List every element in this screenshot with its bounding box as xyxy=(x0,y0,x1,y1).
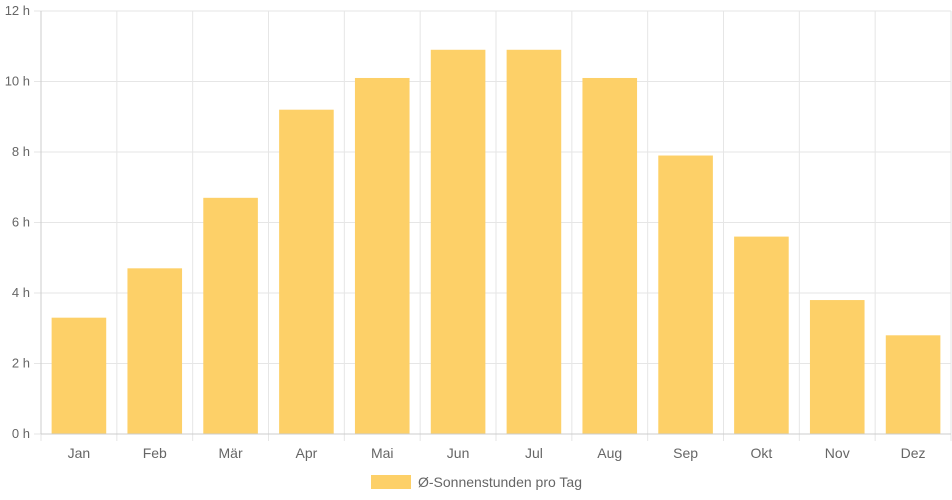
bar-feb[interactable] xyxy=(127,268,183,434)
x-axis-ticks: Jan Feb Mär Apr Mai Jun Jul Aug Sep Okt Nov Dez xyxy=(68,445,926,461)
x-tick-label: Nov xyxy=(825,445,850,461)
x-tick-label: Okt xyxy=(751,445,773,461)
x-tick-label: Jun xyxy=(447,445,470,461)
y-tick-label: 10 h xyxy=(5,74,30,89)
legend-swatch xyxy=(371,475,411,489)
bar-sep[interactable] xyxy=(658,155,713,434)
bar-jun[interactable] xyxy=(430,49,486,435)
grid-lines xyxy=(34,10,952,441)
axes xyxy=(40,11,951,435)
y-tick-label: 6 h xyxy=(12,215,30,230)
x-tick-label: Aug xyxy=(597,445,622,461)
x-tick-label: Mär xyxy=(219,445,243,461)
bar-dez[interactable] xyxy=(885,335,941,434)
bar-mai[interactable] xyxy=(354,77,410,434)
bar-okt[interactable] xyxy=(734,236,789,434)
x-tick-label: Jan xyxy=(68,445,91,461)
x-tick-label: Sep xyxy=(673,445,698,461)
legend[interactable]: Ø-Sonnenstunden pro Tag xyxy=(371,474,582,490)
bar-aug[interactable] xyxy=(582,77,638,434)
bar-apr[interactable] xyxy=(279,109,334,434)
y-axis-ticks: 0 h 2 h 4 h 6 h 8 h 10 h 12 h xyxy=(5,3,30,441)
x-tick-label: Mai xyxy=(371,445,394,461)
y-tick-label: 0 h xyxy=(12,426,30,441)
y-tick-label: 2 h xyxy=(12,356,30,371)
y-tick-label: 12 h xyxy=(5,3,30,18)
x-tick-label: Feb xyxy=(143,445,167,461)
bar-jul[interactable] xyxy=(506,49,562,435)
legend-label: Ø-Sonnenstunden pro Tag xyxy=(418,474,582,490)
y-tick-label: 4 h xyxy=(12,285,30,300)
y-tick-label: 8 h xyxy=(12,144,30,159)
x-tick-label: Jul xyxy=(525,445,543,461)
bar-nov[interactable] xyxy=(809,300,865,434)
x-tick-label: Dez xyxy=(901,445,926,461)
bar-series xyxy=(51,49,941,435)
bar-mär[interactable] xyxy=(203,197,258,434)
bar-jan[interactable] xyxy=(51,317,107,434)
x-tick-label: Apr xyxy=(296,445,318,461)
